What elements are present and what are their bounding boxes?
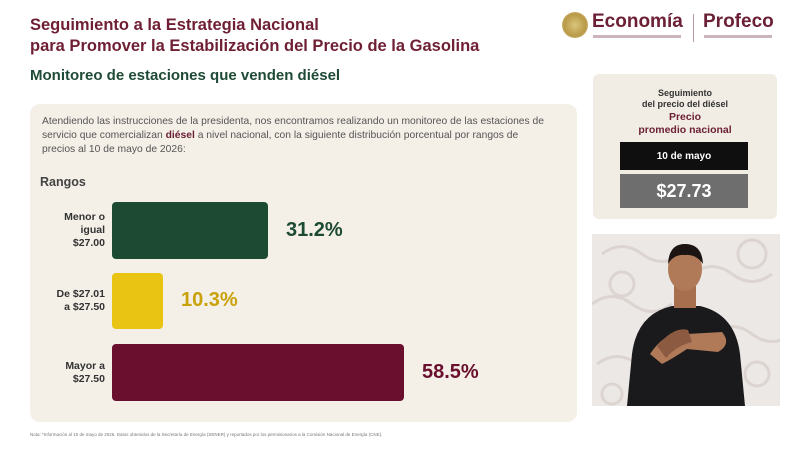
ranges-heading: Rangos — [40, 175, 86, 189]
government-seal-icon — [562, 12, 588, 38]
range-label-line: $27.50 — [72, 372, 105, 385]
intro-text-part2: a nivel nacional, con la siguiente distr… — [42, 130, 519, 155]
economia-logo-subtext — [593, 35, 681, 38]
range-percentage: 58.5% — [422, 360, 479, 383]
range-bar — [112, 273, 163, 329]
intro-text-bold: diésel — [165, 130, 195, 141]
range-bar — [112, 202, 268, 259]
price-date: 10 de mayo — [620, 142, 748, 170]
average-price: $27.73 — [620, 174, 748, 208]
range-label-line: De $27.01 — [56, 288, 105, 300]
logos: Economía Profeco — [562, 10, 787, 46]
price-card-title: Precio promedio nacional — [593, 111, 777, 137]
range-label-line: Mayor a — [65, 359, 105, 372]
economia-logo: Economía — [592, 11, 683, 32]
logo-divider — [693, 14, 694, 42]
range-label-line: a $27.50 — [64, 301, 105, 313]
section-subtitle: Monitoreo de estaciones que venden diése… — [30, 67, 341, 84]
sign-language-interpreter-video — [592, 234, 780, 406]
range-label-line: igual — [80, 224, 105, 236]
range-percentage: 31.2% — [286, 218, 343, 241]
price-card-title-line2: promedio nacional — [638, 124, 732, 136]
footnote: Nota: *Información al 10 de mayo de 2026… — [30, 432, 383, 437]
intro-text: Atendiendo las instrucciones de la presi… — [42, 115, 552, 157]
page-title: Seguimiento a la Estrategia Nacional par… — [30, 15, 550, 57]
intro-text-part1: Atendiendo las instrucciones de la presi… — [42, 116, 544, 141]
profeco-logo-subtext — [704, 35, 772, 38]
price-card: Seguimiento del precio del diésel Precio… — [593, 74, 777, 219]
price-card-heading-line1: Seguimiento — [657, 88, 712, 98]
range-label: Menor o igual $27.00 — [30, 211, 105, 250]
profeco-logo: Profeco — [703, 11, 774, 32]
price-card-title-line1: Precio — [668, 111, 702, 123]
range-label: De $27.01 a $27.50 — [30, 288, 105, 314]
range-percentage: 10.3% — [181, 289, 238, 311]
title-line-1: Seguimiento a la Estrategia Nacional — [30, 16, 319, 34]
range-label-line: $27.00 — [72, 237, 105, 249]
interpreter-icon — [627, 244, 745, 406]
title-line-2: para Promover la Estabilización del Prec… — [30, 37, 480, 55]
price-card-heading-line2: del precio del diésel — [641, 99, 729, 109]
price-card-heading: Seguimiento del precio del diésel — [593, 88, 777, 110]
range-bar — [112, 344, 404, 401]
distribution-panel: Atendiendo las instrucciones de la presi… — [30, 104, 577, 422]
range-label: Mayor a $27.50 — [30, 360, 105, 386]
range-label-line: Menor o — [64, 211, 105, 223]
